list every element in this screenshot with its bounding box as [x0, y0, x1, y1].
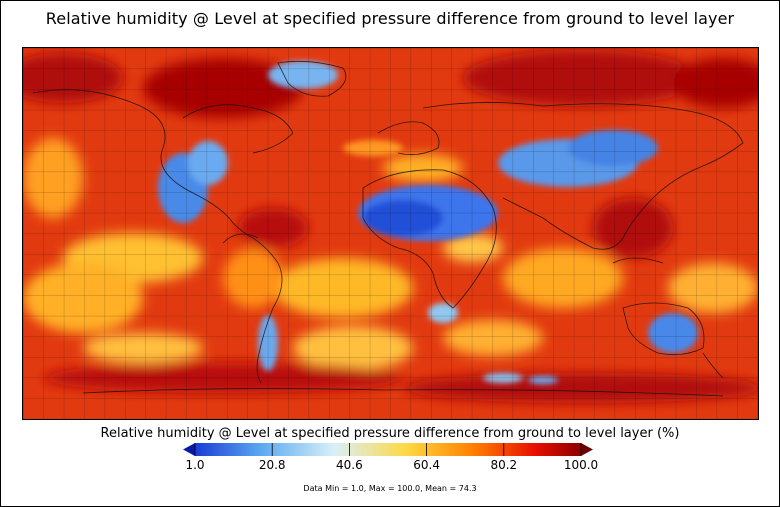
data-stats: Data Min = 1.0, Max = 100.0, Mean = 74.3 [303, 484, 477, 493]
colorbar-tick-label: 80.2 [490, 458, 518, 472]
colorbar [183, 443, 593, 456]
colorbar-gradient [195, 443, 581, 456]
colorbar-over-arrow [581, 443, 593, 456]
colorbar-tick-label: 1.0 [185, 458, 205, 472]
graticule [23, 48, 758, 419]
map-title: Relative humidity @ Level at specified p… [45, 9, 735, 28]
colorbar-under-arrow [183, 443, 195, 456]
colorbar-title: Relative humidity @ Level at specified p… [100, 426, 680, 441]
colorbar-tick-label: 40.6 [336, 458, 363, 472]
colorbar-tick-label: 20.8 [258, 458, 286, 472]
colorbar-tick-label: 60.4 [413, 458, 440, 472]
humidity-map [22, 47, 759, 420]
colorbar-ticks [194, 443, 582, 456]
colorbar-tick-label: 100.0 [563, 458, 599, 472]
